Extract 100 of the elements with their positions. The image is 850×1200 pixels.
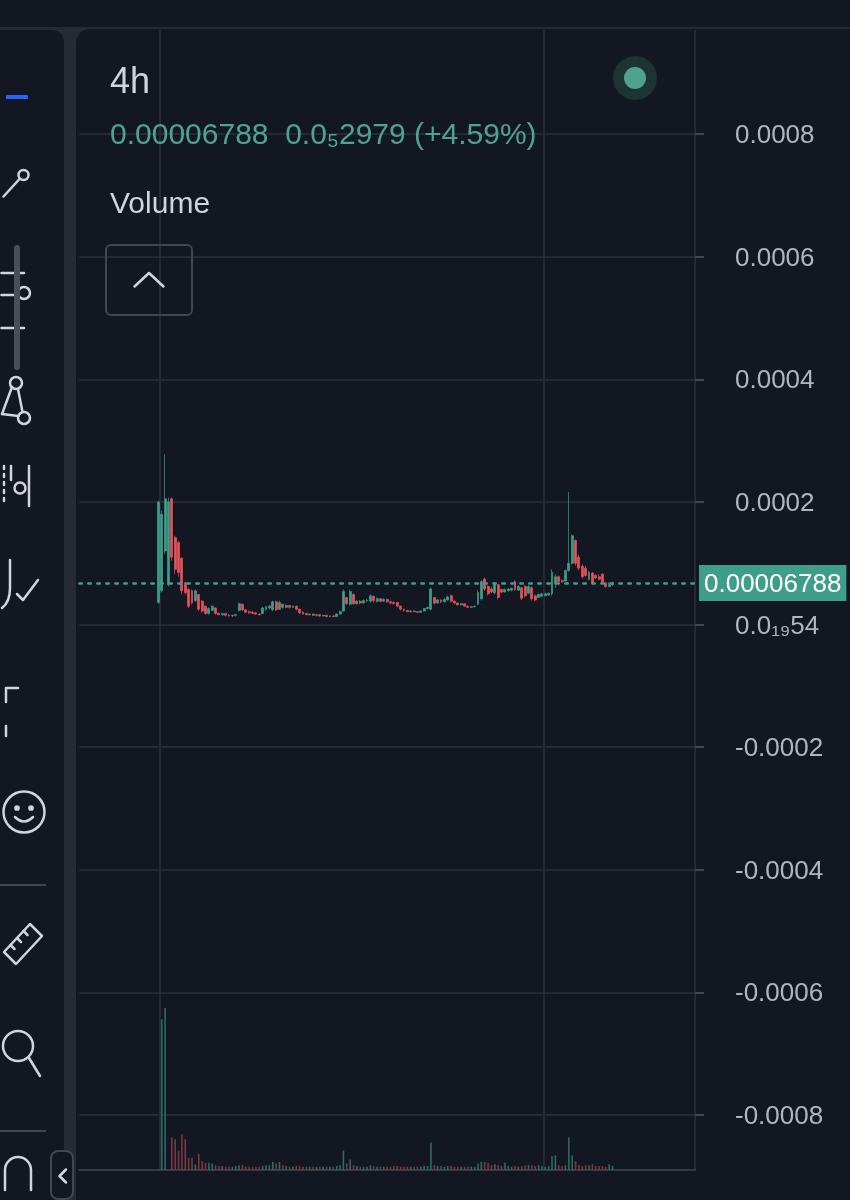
candlestick <box>423 607 426 612</box>
candlestick <box>574 538 577 567</box>
candlestick <box>191 590 193 604</box>
y-tick-label: 0.0₁₉54 <box>735 609 820 640</box>
y-tick-label: 0.0002 <box>735 486 815 517</box>
y-tick-label: 0.0008 <box>735 119 815 150</box>
candlestick <box>295 605 298 611</box>
candlestick <box>386 598 389 604</box>
candlestick <box>288 604 291 609</box>
candlestick <box>520 586 523 601</box>
candlestick <box>463 602 466 608</box>
candlestick <box>221 612 224 617</box>
candlestick <box>211 605 214 612</box>
candlestick <box>594 573 597 580</box>
candlestick <box>308 613 311 616</box>
candlestick <box>241 603 244 612</box>
candlestick <box>244 608 247 614</box>
candlestick <box>194 589 197 603</box>
candlestick <box>265 606 267 610</box>
candlestick <box>359 599 362 605</box>
candlestick <box>514 581 516 590</box>
candlestick <box>517 584 520 592</box>
candlestick <box>490 586 493 594</box>
candlestick <box>362 599 365 605</box>
candlestick <box>419 610 422 614</box>
candlestick <box>275 600 278 612</box>
candlestick <box>396 601 399 608</box>
candlestick <box>278 600 281 611</box>
candlestick <box>315 613 318 617</box>
candlestick <box>399 605 402 611</box>
candlestick <box>349 589 352 606</box>
candlestick <box>601 572 604 585</box>
candlestick <box>197 593 200 612</box>
candlestick <box>510 587 513 592</box>
candlestick <box>305 612 308 616</box>
candlestick <box>318 613 321 617</box>
y-tick-label: -0.0004 <box>735 854 824 885</box>
ref-line-label: 0.00006788 <box>704 567 842 598</box>
candlestick <box>456 602 459 606</box>
candlestick <box>322 614 325 617</box>
candlestick <box>251 610 254 615</box>
candlestick <box>450 594 453 603</box>
y-tick-label: 0.0004 <box>735 364 815 395</box>
y-tick-label: -0.0002 <box>735 732 824 763</box>
candlestick <box>298 608 301 615</box>
candlestick <box>207 607 210 616</box>
candlestick <box>271 600 274 612</box>
candlestick <box>312 613 315 617</box>
y-tick-label: -0.0008 <box>735 1099 824 1130</box>
candlestick <box>214 607 217 616</box>
candlestick <box>231 614 234 618</box>
candlestick <box>473 605 476 608</box>
candlestick <box>268 604 271 610</box>
candlestick <box>234 613 237 617</box>
candlestick <box>584 565 587 578</box>
candlestick <box>561 578 564 584</box>
candlestick <box>497 583 500 600</box>
text: 0.00006788 0.0₅2979 (+4.59%) <box>110 116 537 150</box>
candlestick <box>261 606 264 615</box>
candlestick <box>436 598 439 605</box>
candlestick <box>238 602 241 612</box>
candlestick <box>389 600 392 605</box>
candlestick <box>281 603 284 609</box>
y-tick-label: 0.0006 <box>735 241 815 272</box>
text: 4h <box>110 59 151 101</box>
candlestick <box>302 611 304 615</box>
candlestick <box>369 594 372 603</box>
candlestick <box>503 588 506 593</box>
candlestick <box>446 595 449 601</box>
candlestick <box>433 596 436 605</box>
candlestick <box>507 587 510 592</box>
candlestick <box>258 613 261 616</box>
candlestick <box>460 602 463 606</box>
candlestick <box>466 605 469 609</box>
candlestick <box>524 584 527 598</box>
candlestick <box>403 608 405 611</box>
chart-title: Volume <box>110 185 211 219</box>
candlestick <box>537 592 540 599</box>
candlestick <box>285 603 288 609</box>
candlestick <box>440 599 442 603</box>
candlestick <box>248 610 251 614</box>
candlestick <box>470 605 473 609</box>
candlestick <box>335 613 338 618</box>
candlestick <box>376 597 379 603</box>
candlestick <box>598 573 601 581</box>
candlestick <box>345 596 348 606</box>
candlestick <box>429 587 432 611</box>
candlestick <box>382 597 385 603</box>
candlestick <box>530 586 533 601</box>
candlestick <box>406 609 409 613</box>
candlestick <box>224 612 227 617</box>
candlestick <box>325 614 328 618</box>
candlestick <box>292 605 294 608</box>
candlestick <box>352 592 355 606</box>
candlestick <box>379 597 382 603</box>
candlestick <box>355 599 358 606</box>
candlestick <box>342 589 345 612</box>
candlestick <box>540 592 543 598</box>
candlestick <box>413 610 416 613</box>
candlestick <box>557 575 560 584</box>
